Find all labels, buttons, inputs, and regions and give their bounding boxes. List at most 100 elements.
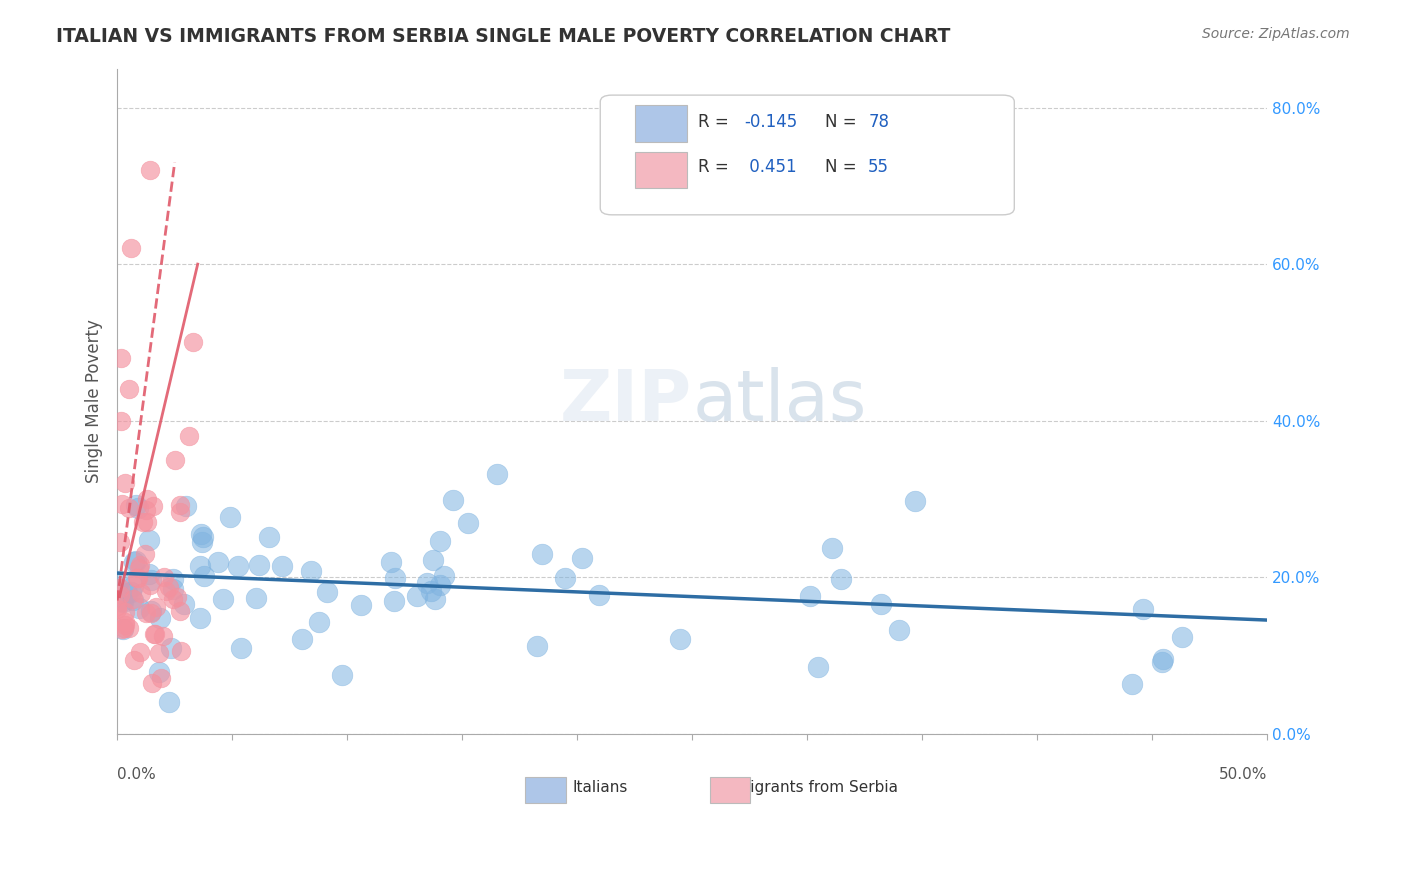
Point [169,498,191,512]
FancyBboxPatch shape [634,105,686,142]
Point [382,594,405,608]
Point [228,558,250,573]
Point [148,646,170,660]
Point [120,584,142,599]
Point [157,580,180,594]
Point [247,558,270,573]
Point [526,639,548,653]
Point [166,591,188,605]
Text: 0.0%: 0.0% [117,767,156,781]
Point [112,620,135,634]
Text: ITALIAN VS IMMIGRANTS FROM SERBIA SINGLE MALE POVERTY CORRELATION CHART: ITALIAN VS IMMIGRANTS FROM SERBIA SINGLE… [56,27,950,45]
Point [157,695,180,709]
Point [807,659,830,673]
Point [139,606,162,620]
Point [124,555,146,569]
FancyBboxPatch shape [634,152,686,188]
Point [422,553,444,567]
Point [110,351,132,365]
Point [114,617,136,632]
Point [120,242,142,256]
Point [219,510,242,524]
Point [135,606,157,620]
Text: N =: N = [824,112,862,131]
Point [122,653,145,667]
Point [139,573,162,587]
Point [108,574,131,588]
Point [111,622,134,636]
Point [1171,630,1194,644]
Point [870,597,893,611]
Point [887,624,910,638]
Point [114,605,136,619]
Point [145,600,167,615]
Point [170,644,193,658]
Point [118,382,141,396]
Point [149,671,172,685]
Point [162,572,184,586]
Point [162,592,184,607]
Point [138,577,160,591]
Point [108,535,131,549]
Text: 55: 55 [869,158,889,176]
Point [419,584,441,599]
Point [799,589,821,603]
Point [121,579,143,593]
Text: 78: 78 [869,112,889,131]
Point [190,527,212,541]
Point [1152,656,1174,670]
Point [188,611,211,625]
Point [406,589,429,603]
Point [257,530,280,544]
Point [111,497,134,511]
Point [308,615,330,629]
Point [110,593,132,607]
Text: Immigrants from Serbia: Immigrants from Serbia [716,780,898,795]
Point [330,667,353,681]
Text: 50.0%: 50.0% [1219,767,1267,781]
Point [588,588,610,602]
Point [132,515,155,529]
Point [148,665,170,679]
Point [135,503,157,517]
Point [142,499,165,513]
Point [193,530,215,544]
Point [125,499,148,513]
Point [118,501,141,516]
Point [1132,601,1154,615]
Point [165,452,187,467]
Point [229,640,252,655]
Point [441,492,464,507]
Point [416,576,439,591]
Text: -0.145: -0.145 [744,112,797,131]
Text: R =: R = [697,158,734,176]
Point [270,558,292,573]
Point [485,467,508,482]
Point [315,584,337,599]
Point [1121,677,1143,691]
Point [457,516,479,530]
Point [128,561,150,575]
Point [138,566,160,581]
Point [669,632,692,646]
Point [169,505,191,519]
Point [177,429,200,443]
Point [830,573,852,587]
Text: Italians: Italians [572,780,628,795]
Point [429,578,451,592]
Point [127,501,149,516]
Point [350,598,373,612]
Point [423,591,446,606]
Point [153,569,176,583]
Text: N =: N = [824,158,862,176]
Text: R =: R = [697,112,734,131]
Point [127,571,149,585]
Point [115,586,138,600]
Point [190,534,212,549]
Point [571,550,593,565]
Point [530,547,553,561]
Text: 0.451: 0.451 [744,158,797,176]
Point [127,571,149,585]
Point [107,602,129,616]
Point [155,584,177,599]
